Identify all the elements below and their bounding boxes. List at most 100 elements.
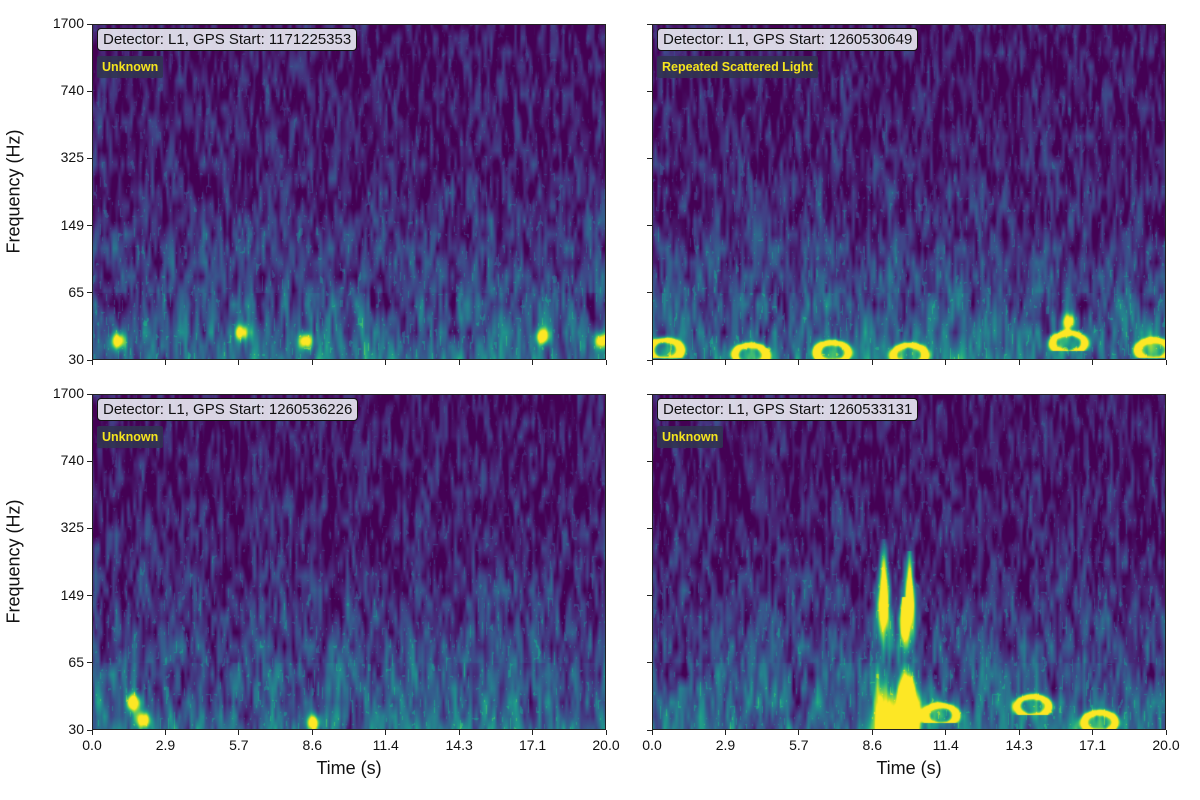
y-tick-label: 65 — [68, 653, 84, 670]
x-tick-mark — [651, 730, 653, 735]
x-tick-label: 20.0 — [592, 737, 620, 753]
x-tick-mark — [871, 730, 873, 735]
y-tick-label: 30 — [68, 721, 84, 737]
y-tick-mark — [647, 292, 652, 294]
x-tick-mark — [605, 360, 607, 365]
x-tick-label: 11.4 — [932, 737, 959, 753]
x-tick-label: 2.9 — [155, 737, 176, 753]
x-tick-mark — [238, 730, 240, 735]
detector-info-label: Detector: L1, GPS Start: 1260536226 — [97, 398, 359, 421]
x-tick-mark — [238, 360, 240, 365]
y-tick-mark — [87, 292, 92, 294]
x-axis-title-left: Time (s) — [316, 758, 382, 778]
x-tick-label: 8.6 — [862, 737, 883, 753]
x-tick-mark — [458, 360, 460, 365]
x-tick-mark — [1092, 730, 1094, 735]
x-tick-mark — [651, 360, 653, 365]
x-tick-mark — [532, 730, 534, 735]
x-tick-mark — [798, 360, 800, 365]
y-tick-mark — [647, 23, 652, 25]
x-tick-mark — [385, 360, 387, 365]
x-tick-mark — [1018, 730, 1020, 735]
spectrogram-panel-top-left: Detector: L1, GPS Start: 1171225353 Unkn… — [92, 24, 606, 360]
y-tick-mark — [647, 393, 652, 395]
x-tick-mark — [164, 730, 166, 735]
x-tick-label: 5.7 — [229, 737, 249, 753]
detector-info-label: Detector: L1, GPS Start: 1171225353 — [97, 28, 358, 51]
x-tick-mark — [798, 730, 800, 735]
x-tick-mark — [311, 730, 313, 735]
x-tick-mark — [605, 730, 607, 735]
y-tick-label: 65 — [68, 283, 84, 300]
x-tick-mark — [724, 360, 726, 365]
x-tick-mark — [91, 360, 93, 365]
y-tick-mark — [647, 359, 652, 361]
y-tick-mark — [647, 527, 652, 529]
y-tick-mark — [87, 225, 92, 227]
x-tick-label: 5.7 — [789, 737, 809, 753]
y-axis-title-top: Frequency (Hz) — [3, 129, 24, 254]
spectrogram-top-left — [92, 24, 606, 360]
y-tick-mark — [87, 90, 92, 92]
x-tick-label: 0.0 — [642, 737, 662, 753]
y-tick-label: 1700 — [52, 15, 84, 31]
x-tick-mark — [532, 360, 534, 365]
y-tick-mark — [647, 157, 652, 159]
y-tick-mark — [647, 662, 652, 664]
glitch-class-label: Repeated Scattered Light — [657, 56, 818, 78]
y-tick-mark — [647, 595, 652, 597]
y-tick-label: 325 — [60, 149, 84, 166]
glitch-class-label: Unknown — [97, 426, 164, 448]
y-tick-mark — [647, 90, 652, 92]
detector-info-label: Detector: L1, GPS Start: 1260533131 — [657, 398, 919, 421]
y-tick-label: 1700 — [52, 385, 84, 401]
y-tick-label: 149 — [60, 586, 84, 603]
glitch-class-label: Unknown — [97, 56, 164, 78]
spectrogram-panel-top-right: Detector: L1, GPS Start: 1260530649 Repe… — [652, 24, 1166, 360]
x-tick-mark — [1092, 360, 1094, 365]
x-tick-mark — [871, 360, 873, 365]
spectrogram-bottom-right — [652, 394, 1166, 730]
x-tick-label: 14.3 — [1005, 737, 1033, 753]
spectrogram-panel-bottom-left: Detector: L1, GPS Start: 1260536226 Unkn… — [92, 394, 606, 730]
x-tick-mark — [1165, 730, 1167, 735]
y-tick-label: 740 — [60, 82, 84, 99]
y-tick-label: 30 — [68, 351, 84, 367]
spectrogram-panel-bottom-right: Detector: L1, GPS Start: 1260533131 Unkn… — [652, 394, 1166, 730]
y-tick-label: 149 — [60, 216, 84, 233]
y-tick-mark — [87, 527, 92, 529]
y-tick-label: 740 — [60, 452, 84, 469]
x-tick-mark — [1165, 360, 1167, 365]
y-tick-label: 325 — [60, 519, 84, 536]
x-tick-label: 2.9 — [715, 737, 736, 753]
x-tick-label: 14.3 — [445, 737, 473, 753]
y-tick-mark — [87, 729, 92, 731]
y-tick-mark — [87, 23, 92, 25]
x-tick-label: 8.6 — [302, 737, 323, 753]
x-tick-mark — [458, 730, 460, 735]
x-tick-mark — [724, 730, 726, 735]
y-tick-mark — [647, 729, 652, 731]
x-tick-mark — [164, 360, 166, 365]
y-tick-mark — [87, 460, 92, 462]
spectrogram-bottom-left — [92, 394, 606, 730]
spectrogram-top-right — [652, 24, 1166, 360]
x-tick-label: 11.4 — [372, 737, 399, 753]
x-tick-mark — [91, 730, 93, 735]
x-tick-label: 0.0 — [82, 737, 102, 753]
x-tick-label: 20.0 — [1152, 737, 1180, 753]
y-tick-mark — [87, 595, 92, 597]
y-tick-mark — [87, 393, 92, 395]
y-tick-mark — [87, 359, 92, 361]
x-tick-label: 17.1 — [518, 737, 547, 753]
y-tick-mark — [647, 225, 652, 227]
x-tick-mark — [945, 730, 947, 735]
x-tick-label: 17.1 — [1078, 737, 1107, 753]
y-tick-mark — [87, 157, 92, 159]
y-axis-title-bottom: Frequency (Hz) — [3, 499, 24, 624]
x-tick-mark — [945, 360, 947, 365]
y-tick-mark — [87, 662, 92, 664]
glitch-class-label: Unknown — [657, 426, 724, 448]
x-tick-mark — [1018, 360, 1020, 365]
